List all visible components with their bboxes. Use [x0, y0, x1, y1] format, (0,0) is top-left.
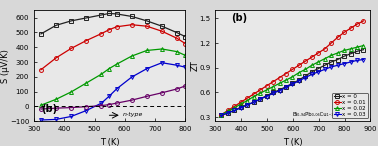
Text: (b): (b) [231, 13, 247, 23]
Text: Bi₀.₉₄Pb₀.₀₆Cu₁₋xFeₓSeO: Bi₀.₉₄Pb₀.₀₆Cu₁₋xFeₓSeO [293, 112, 355, 117]
Y-axis label: ZT: ZT [191, 60, 199, 71]
Text: n-type: n-type [123, 112, 144, 118]
Text: (b): (b) [42, 104, 58, 114]
X-axis label: T (K): T (K) [283, 138, 303, 146]
X-axis label: T (K): T (K) [100, 138, 119, 146]
Y-axis label: S (μV/K): S (μV/K) [1, 49, 10, 83]
Legend: x = 0, x = 0.01, x = 0.02, x = 0.03: x = 0, x = 0.01, x = 0.02, x = 0.03 [332, 93, 368, 118]
